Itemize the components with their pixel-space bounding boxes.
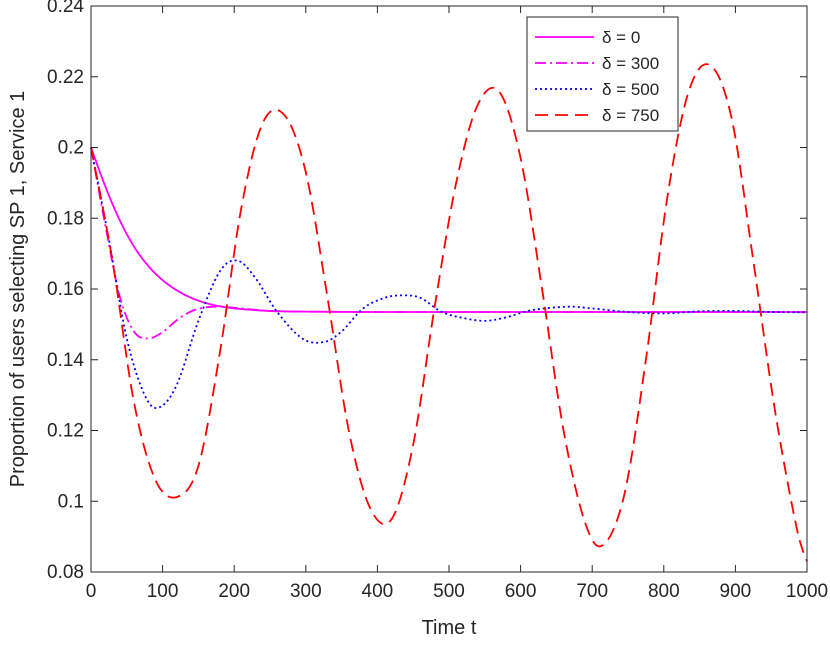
x-tick-label: 900 bbox=[720, 581, 752, 602]
y-axis-label: Proportion of users selecting SP 1, Serv… bbox=[7, 91, 29, 488]
legend-box bbox=[526, 16, 679, 132]
x-tick-label: 400 bbox=[362, 581, 394, 602]
legend-label-2: δ = 500 bbox=[602, 80, 659, 99]
series-line-2 bbox=[90, 147, 808, 409]
x-tick-label: 800 bbox=[648, 581, 680, 602]
y-tick-label: 0.14 bbox=[47, 350, 84, 371]
legend-label-0: δ = 0 bbox=[602, 28, 640, 47]
x-tick-label: 500 bbox=[433, 581, 465, 602]
series-layer bbox=[90, 63, 808, 562]
x-tick-label: 300 bbox=[290, 581, 322, 602]
x-tick-label: 600 bbox=[505, 581, 537, 602]
x-tick-label: 100 bbox=[147, 581, 179, 602]
y-tick-label: 0.16 bbox=[47, 279, 84, 300]
x-tick-label: 700 bbox=[576, 581, 608, 602]
legend-label-1: δ = 300 bbox=[602, 54, 659, 73]
series-line-3 bbox=[90, 63, 808, 562]
y-tick-label: 0.12 bbox=[47, 421, 84, 442]
y-tick-label: 0.22 bbox=[47, 67, 84, 88]
series-line-1 bbox=[90, 147, 807, 340]
legend-label-3: δ = 750 bbox=[602, 106, 659, 125]
y-tick-label: 0.08 bbox=[47, 562, 84, 583]
y-tick-label: 0.24 bbox=[47, 0, 84, 17]
x-tick-label: 200 bbox=[218, 581, 250, 602]
plot-area bbox=[91, 6, 807, 572]
tick-layer: 0 100 200 300 400 500 600 700 800 900 1000 0.08 0.1 0… bbox=[47, 0, 828, 602]
legend: δ = 0 δ = 300 δ = 500 δ = 750 bbox=[526, 16, 679, 132]
x-tick-label: 0 bbox=[86, 581, 97, 602]
x-axis-label: Time t bbox=[422, 617, 477, 639]
y-tick-label: 0.2 bbox=[58, 138, 84, 159]
x-tick-label: 1000 bbox=[786, 581, 828, 602]
y-tick-label: 0.18 bbox=[47, 208, 84, 229]
y-tick-label: 0.1 bbox=[58, 491, 84, 512]
